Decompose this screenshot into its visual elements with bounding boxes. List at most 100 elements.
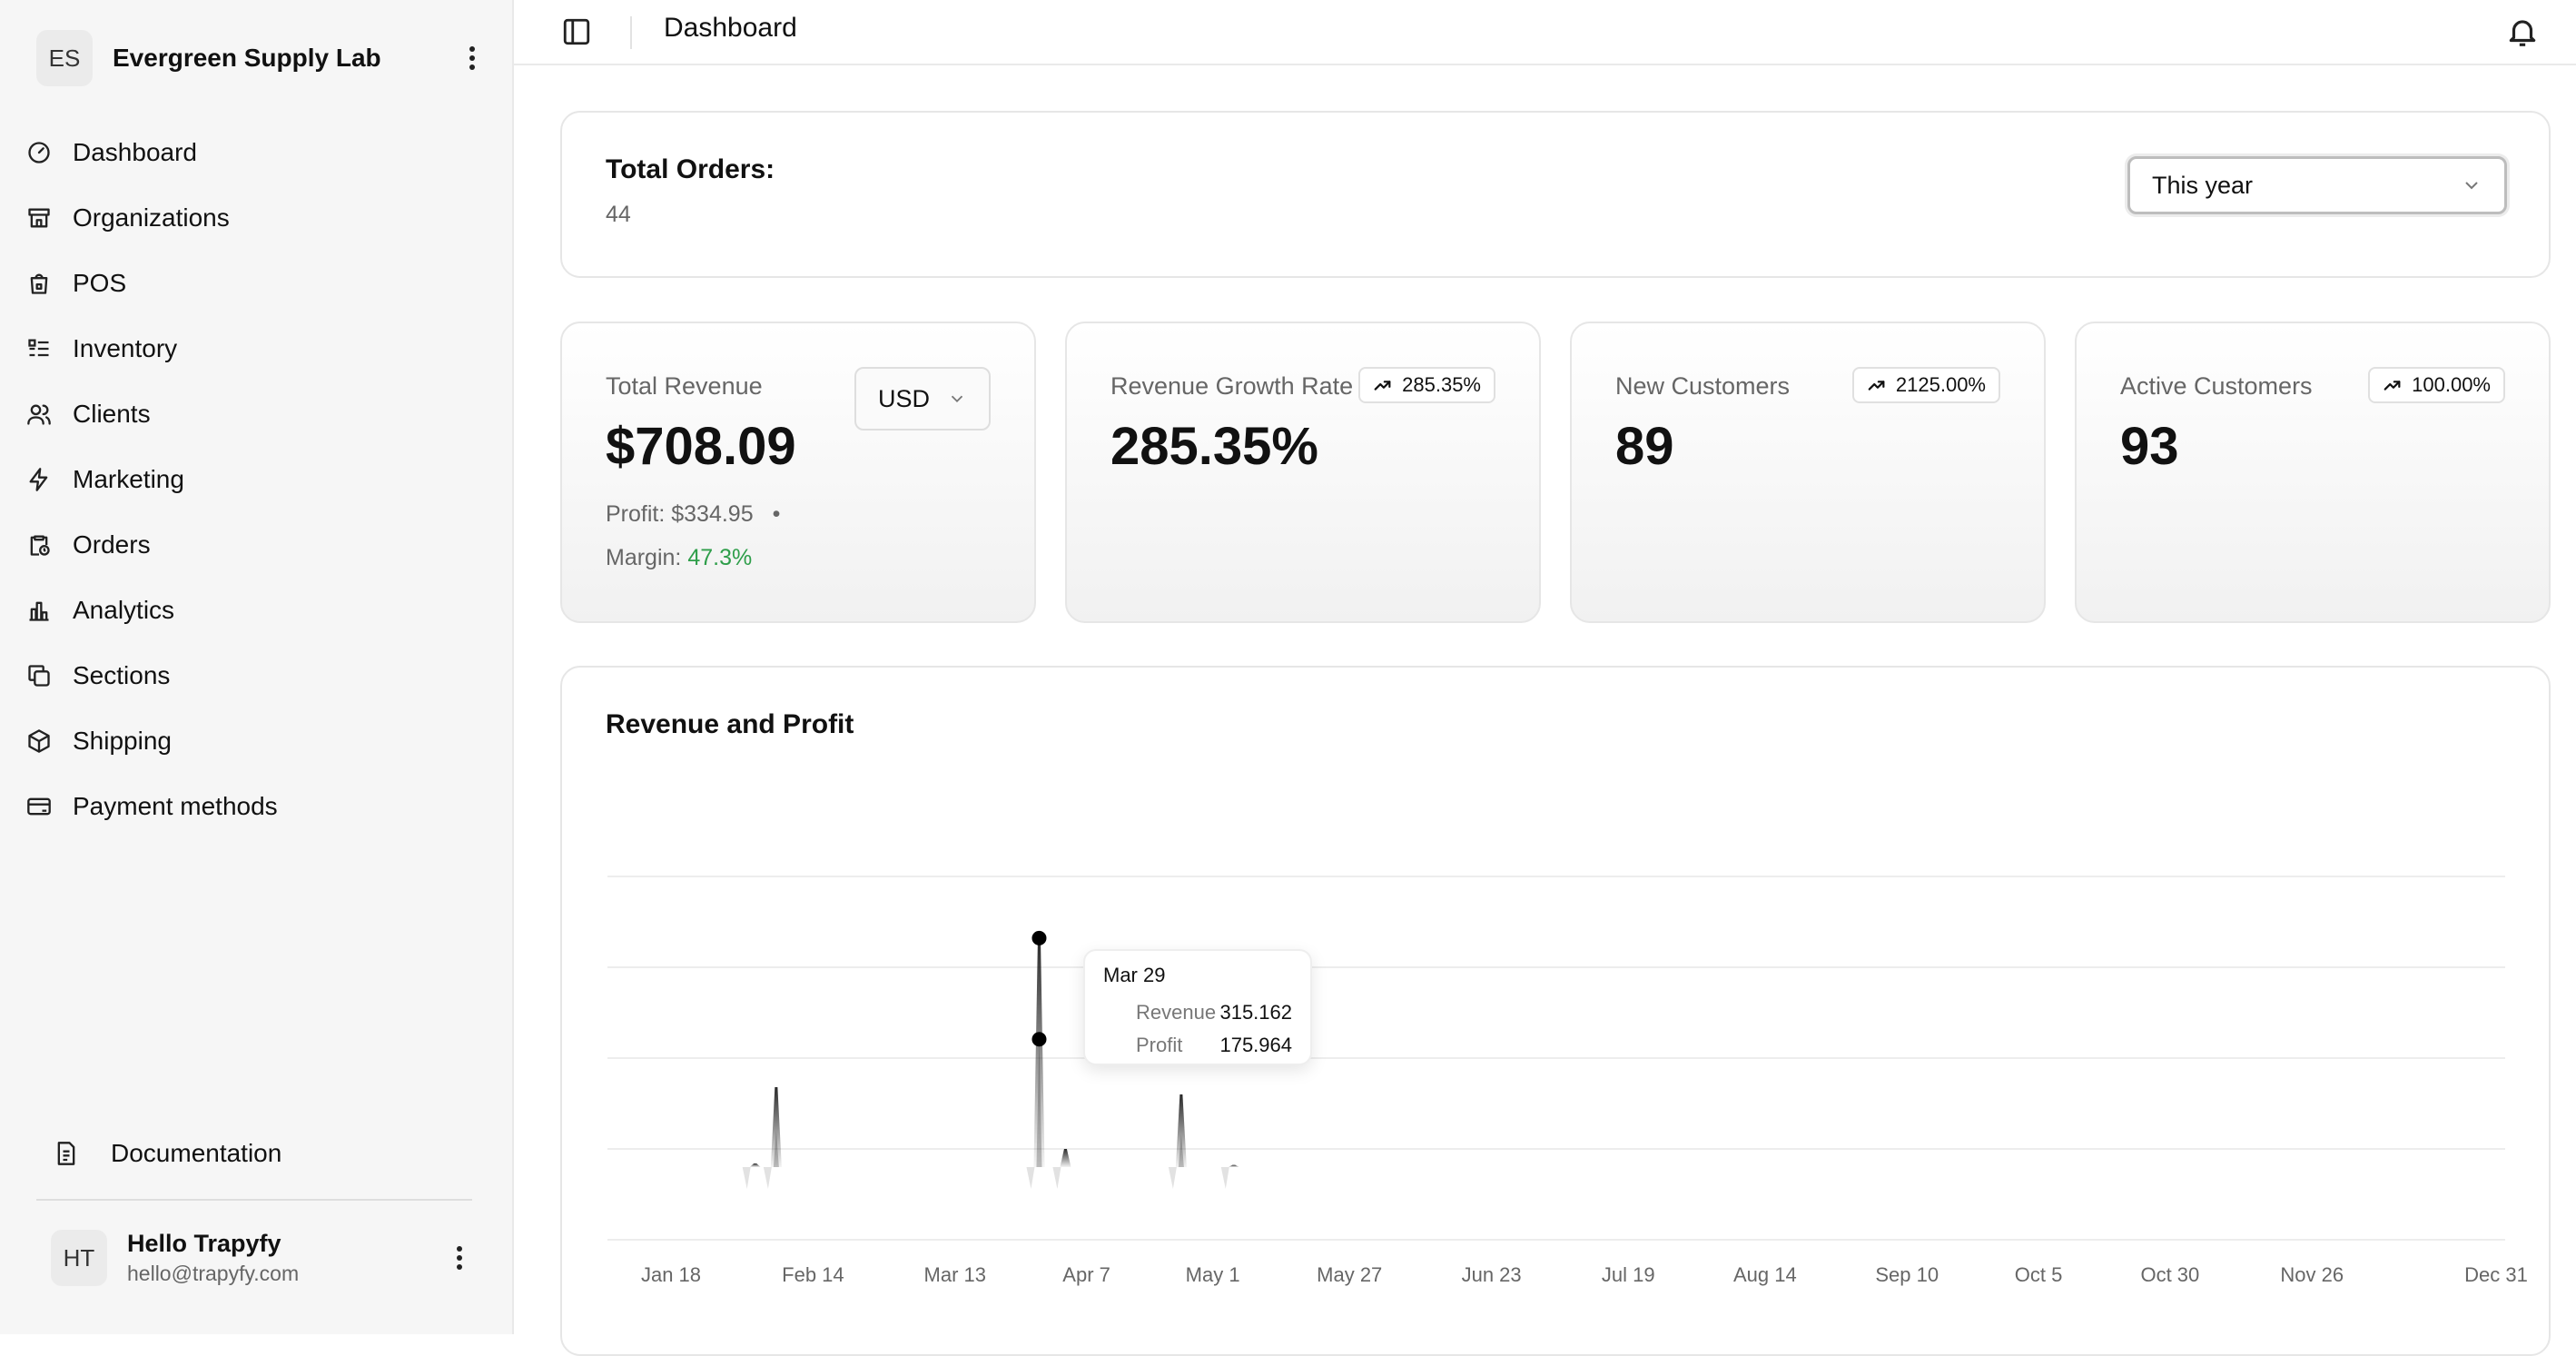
sidebar-item-shipping[interactable]: Shipping xyxy=(24,708,496,774)
shopping-bag-icon xyxy=(24,268,54,299)
x-tick-label: Aug 14 xyxy=(1733,1263,1797,1286)
revenue-profit-chart[interactable]: Jan 18 Feb 14 Mar 13 Apr 7 May 1 May 27 Jun 23… xyxy=(562,668,2549,1336)
sidebar-divider xyxy=(36,1199,472,1201)
metric-label: New Customers xyxy=(1615,372,1791,400)
revenue-dip xyxy=(1026,1167,1035,1189)
active-customers-card: Active Customers 93 100.00% xyxy=(2075,322,2551,623)
clipboard-clock-icon xyxy=(24,530,54,560)
x-tick-label: Jul 19 xyxy=(1602,1263,1655,1286)
tooltip-date: Mar 29 xyxy=(1103,964,1166,986)
chart-tooltip: Mar 29 Revenue 315.162 Profit 175.964 xyxy=(1083,949,1312,1065)
sidebar-toggle-icon[interactable] xyxy=(561,16,592,47)
metric-value: 89 xyxy=(1615,417,1674,476)
profit-text: Profit: $334.95 xyxy=(606,501,754,527)
tooltip-row-profit: Profit 175.964 xyxy=(1103,1029,1292,1062)
sidebar-item-payment-methods[interactable]: Payment methods xyxy=(24,774,496,839)
metric-label: Active Customers xyxy=(2120,372,2313,400)
total-orders-value: 44 xyxy=(606,202,631,227)
trend-badge: 2125.00% xyxy=(1851,367,2000,403)
file-text-icon xyxy=(51,1138,82,1169)
sidebar-item-sections[interactable]: Sections xyxy=(24,643,496,708)
currency-select-value: USD xyxy=(878,384,931,412)
chart-title: Revenue and Profit xyxy=(606,709,854,739)
user-name: Hello Trapyfy xyxy=(127,1230,281,1257)
org-name: Evergreen Supply Lab xyxy=(113,44,381,72)
metric-value: 93 xyxy=(2120,417,2179,476)
x-tick-label: Jan 18 xyxy=(641,1263,701,1286)
x-tick-label: Jun 23 xyxy=(1462,1263,1522,1286)
chevron-down-icon xyxy=(2465,182,2478,190)
revenue-profit-chart-card: Revenue and Profit Jan 18 Feb 14 Mar 13 Apr… xyxy=(560,666,2551,1356)
x-tick-label: Mar 13 xyxy=(924,1263,986,1286)
revenue-dip xyxy=(1220,1167,1229,1189)
sidebar-item-clients[interactable]: Clients xyxy=(24,381,496,447)
more-vertical-icon[interactable] xyxy=(441,1240,478,1276)
sidebar-item-label: Orders xyxy=(73,530,151,559)
x-tick-label: Feb 14 xyxy=(782,1263,844,1286)
documentation-label: Documentation xyxy=(111,1139,282,1167)
revenue-active-dot xyxy=(1031,930,1047,945)
user-avatar: HT xyxy=(51,1230,107,1286)
credit-card-icon xyxy=(24,791,54,822)
margin-label: Margin: xyxy=(606,545,682,570)
more-vertical-icon[interactable] xyxy=(454,40,490,76)
gauge-icon xyxy=(24,137,54,168)
package-icon xyxy=(24,726,54,757)
period-select-value: This year xyxy=(2152,171,2254,199)
tooltip-value: 175.964 xyxy=(1219,1034,1292,1056)
top-bar: Dashboard xyxy=(514,0,2576,65)
sidebar-item-label: Clients xyxy=(73,400,151,428)
trend-badge: 100.00% xyxy=(2368,367,2505,403)
bar-chart-icon xyxy=(24,595,54,626)
profit-spike xyxy=(1036,1039,1042,1167)
currency-select[interactable]: USD xyxy=(854,367,991,431)
new-customers-card: New Customers 89 2125.00% xyxy=(1570,322,2046,623)
zap-icon xyxy=(24,464,54,495)
sidebar-item-dashboard[interactable]: Dashboard xyxy=(24,120,496,185)
separator-dot: • xyxy=(772,501,781,527)
chevron-down-icon xyxy=(951,395,963,403)
trend-badge-value: 2125.00% xyxy=(1895,373,1986,396)
x-tick-label: Apr 7 xyxy=(1062,1263,1110,1286)
tooltip-label: Profit xyxy=(1136,1034,1183,1056)
x-tick-label: Oct 5 xyxy=(2015,1263,2063,1286)
period-select[interactable]: This year xyxy=(2127,156,2507,214)
users-icon xyxy=(24,399,54,430)
revenue-spike xyxy=(1228,1164,1239,1167)
margin-line: Margin: 47.3% xyxy=(606,545,752,571)
copy-icon xyxy=(24,660,54,691)
metric-value: $708.09 xyxy=(606,417,796,476)
revenue-spike xyxy=(749,1163,761,1167)
sidebar-item-label: Marketing xyxy=(73,465,184,493)
revenue-spike xyxy=(1175,1094,1187,1167)
sidebar-item-label: Sections xyxy=(73,661,171,689)
profit-line: Profit: $334.95 • xyxy=(606,501,780,528)
sidebar-item-marketing[interactable]: Marketing xyxy=(24,447,496,512)
x-tick-label: May 1 xyxy=(1186,1263,1240,1286)
sidebar-item-label: Inventory xyxy=(73,334,178,362)
sidebar-item-inventory[interactable]: Inventory xyxy=(24,316,496,381)
documentation-link[interactable]: Documentation xyxy=(51,1126,281,1181)
sidebar: ES Evergreen Supply Lab Dashboard Organi… xyxy=(0,0,514,1334)
sidebar-item-orders[interactable]: Orders xyxy=(24,512,496,578)
profit-spike xyxy=(1178,1134,1184,1167)
list-icon xyxy=(24,333,54,364)
margin-value: 47.3% xyxy=(687,545,753,570)
tooltip-value: 315.162 xyxy=(1219,1001,1292,1024)
sidebar-item-pos[interactable]: POS xyxy=(24,251,496,316)
revenue-dip xyxy=(1168,1167,1177,1189)
bell-icon[interactable] xyxy=(2505,15,2540,49)
total-revenue-card: Total Revenue $708.09 USD Profit: $334.9… xyxy=(560,322,1036,623)
x-tick-label: Dec 31 xyxy=(2464,1263,2528,1286)
org-avatar: ES xyxy=(36,30,93,86)
sidebar-item-label: Organizations xyxy=(73,203,230,232)
sidebar-item-analytics[interactable]: Analytics xyxy=(24,578,496,643)
total-orders-label: Total Orders: xyxy=(606,154,775,184)
user-menu[interactable]: HT Hello Trapyfy hello@trapyfy.com xyxy=(51,1226,478,1290)
tooltip-row-revenue: Revenue 315.162 xyxy=(1103,996,1292,1029)
sidebar-item-organizations[interactable]: Organizations xyxy=(24,185,496,251)
x-tick-label: Nov 26 xyxy=(2280,1263,2344,1286)
page-title: Dashboard xyxy=(664,13,797,43)
org-switcher[interactable]: ES Evergreen Supply Lab xyxy=(36,30,490,86)
profit-spike xyxy=(773,1131,779,1167)
